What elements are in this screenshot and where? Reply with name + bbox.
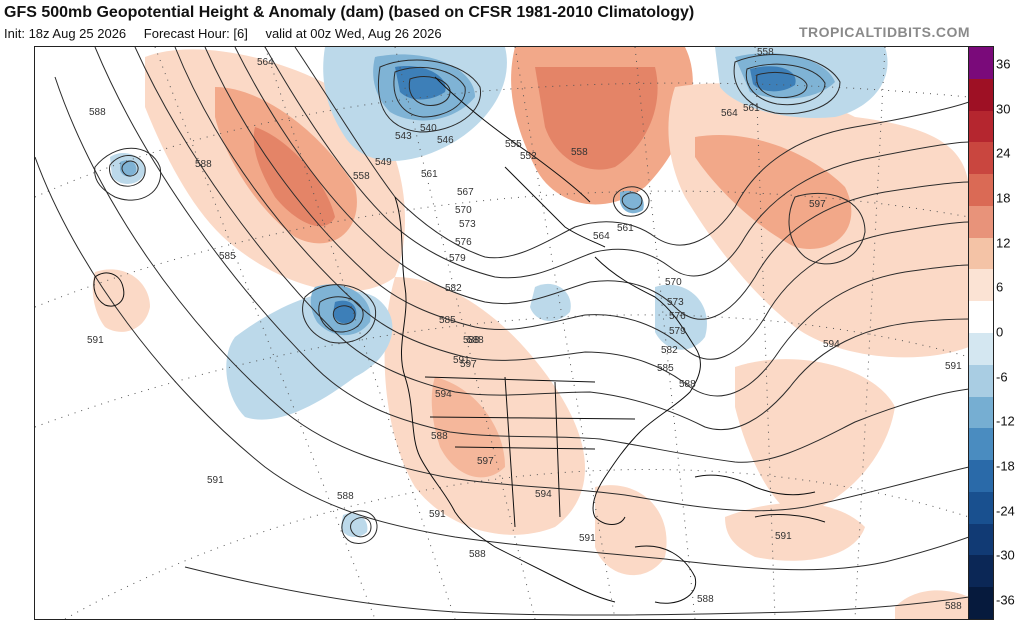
colorbar-tick-label: -6 <box>996 369 1008 385</box>
colorbar-tick-label: -18 <box>996 458 1015 474</box>
contour-label: 597 <box>477 456 494 467</box>
contour-label: 582 <box>661 345 678 356</box>
colorbar-segment <box>969 428 993 461</box>
contour-label: 582 <box>445 283 462 294</box>
contour-label: 588 <box>469 549 486 560</box>
contour-label: 561 <box>421 169 438 180</box>
contour-label: 585 <box>657 363 674 374</box>
contour-label: 588 <box>463 335 480 346</box>
contour-label: 591 <box>429 509 446 520</box>
contour-label: 588 <box>195 159 212 170</box>
contour-label: 591 <box>207 475 224 486</box>
contour-label: 588 <box>467 335 484 346</box>
contour-label: 588 <box>89 107 106 118</box>
contour-label: 588 <box>679 379 696 390</box>
colorbar-segment <box>969 301 993 334</box>
anomaly-colorbar <box>968 46 994 620</box>
colorbar-tick-label: 36 <box>996 56 1011 72</box>
colorbar-tick-label: 12 <box>996 235 1011 251</box>
contour-label-layer: 564 543 540 546 549 558 561 567 570 573 … <box>87 47 962 612</box>
colorbar-segment <box>969 78 993 112</box>
contour-label: 573 <box>459 219 476 230</box>
contour-label: 558 <box>353 171 370 182</box>
colorbar-segment <box>969 555 993 588</box>
coastlines <box>93 76 826 604</box>
colorbar-segment <box>969 47 993 80</box>
contour-label: 561 <box>743 103 760 114</box>
contour-label: 591 <box>775 531 792 542</box>
contour-label: 585 <box>219 251 236 262</box>
colorbar-segment <box>969 269 993 302</box>
contour-label: 591 <box>87 335 104 346</box>
contour-label: 564 <box>721 108 738 119</box>
colorbar-tick-label: -24 <box>996 503 1015 519</box>
contour-label: 555 <box>505 139 522 150</box>
map-svg: 564 543 540 546 549 558 561 567 570 573 … <box>35 47 969 619</box>
colorbar-tick-label: -30 <box>996 547 1015 563</box>
colorbar-segment <box>969 396 993 429</box>
contour-label: 588 <box>945 601 962 612</box>
contour-label: 564 <box>257 57 274 68</box>
colorbar-segment <box>969 142 993 175</box>
colorbar-segment <box>969 174 993 207</box>
contour-label: 540 <box>420 123 437 134</box>
site-credit: TROPICALTIDBITS.COM <box>798 24 970 40</box>
colorbar-segment <box>969 205 993 239</box>
contour-label: 570 <box>455 205 472 216</box>
contour-label: 552 <box>520 151 537 162</box>
colorbar-tick-label: 24 <box>996 145 1011 161</box>
colorbar-segment <box>969 491 993 525</box>
contour-label: 546 <box>437 135 454 146</box>
colorbar-tick-label: 30 <box>996 101 1011 117</box>
positive-anomaly-areas <box>92 47 969 619</box>
contour-label: 549 <box>375 157 392 168</box>
colorbar-segment <box>969 523 993 556</box>
colorbar-segment <box>969 110 993 143</box>
run-info: Init: 18z Aug 25 2026 Forecast Hour: [6]… <box>4 26 456 41</box>
colorbar-segment <box>969 587 993 620</box>
colorbar-segment <box>969 237 993 270</box>
contour-label: 570 <box>665 277 682 288</box>
contour-label: 567 <box>457 187 474 198</box>
colorbar-tick-label: -36 <box>996 592 1015 608</box>
contour-label: 579 <box>449 253 466 264</box>
colorbar-tick-label: -12 <box>996 413 1015 429</box>
contour-label: 588 <box>697 594 714 605</box>
contour-label: 594 <box>435 389 452 400</box>
contour-label: 576 <box>455 237 472 248</box>
contour-label: 588 <box>337 491 354 502</box>
contour-label: 594 <box>535 489 552 500</box>
contour-label: 588 <box>431 431 448 442</box>
contour-label: 591 <box>945 361 962 372</box>
chart-title: GFS 500mb Geopotential Height & Anomaly … <box>4 4 695 21</box>
colorbar-tick-label: 0 <box>996 324 1004 340</box>
contour-label: 591 <box>579 533 596 544</box>
anomaly-map: 564 543 540 546 549 558 561 567 570 573 … <box>34 46 970 620</box>
contour-label: 594 <box>823 339 840 350</box>
valid-time: valid at 00z Wed, Aug 26 2026 <box>265 26 442 41</box>
contour-label: 558 <box>571 147 588 158</box>
contour-label: 591 <box>453 355 470 366</box>
colorbar-tick-label: 18 <box>996 190 1011 206</box>
colorbar-segment <box>969 460 993 493</box>
contour-label: 561 <box>617 223 634 234</box>
contour-label: 558 <box>757 47 774 58</box>
forecast-hour: Forecast Hour: [6] <box>143 26 248 41</box>
contour-label: 543 <box>395 131 412 142</box>
graticule <box>35 47 969 619</box>
contour-label: 579 <box>669 326 686 337</box>
height-contours <box>35 47 969 616</box>
contour-label: 597 <box>460 359 477 370</box>
contour-label: 576 <box>669 311 686 322</box>
colorbar-segment <box>969 333 993 366</box>
contour-label: 585 <box>439 315 456 326</box>
contour-label: 597 <box>809 199 826 210</box>
colorbar-tick-label: 6 <box>996 279 1004 295</box>
colorbar-segment <box>969 364 993 398</box>
init-time: Init: 18z Aug 25 2026 <box>4 26 127 41</box>
contour-label: 573 <box>667 297 684 308</box>
contour-label: 564 <box>593 231 610 242</box>
